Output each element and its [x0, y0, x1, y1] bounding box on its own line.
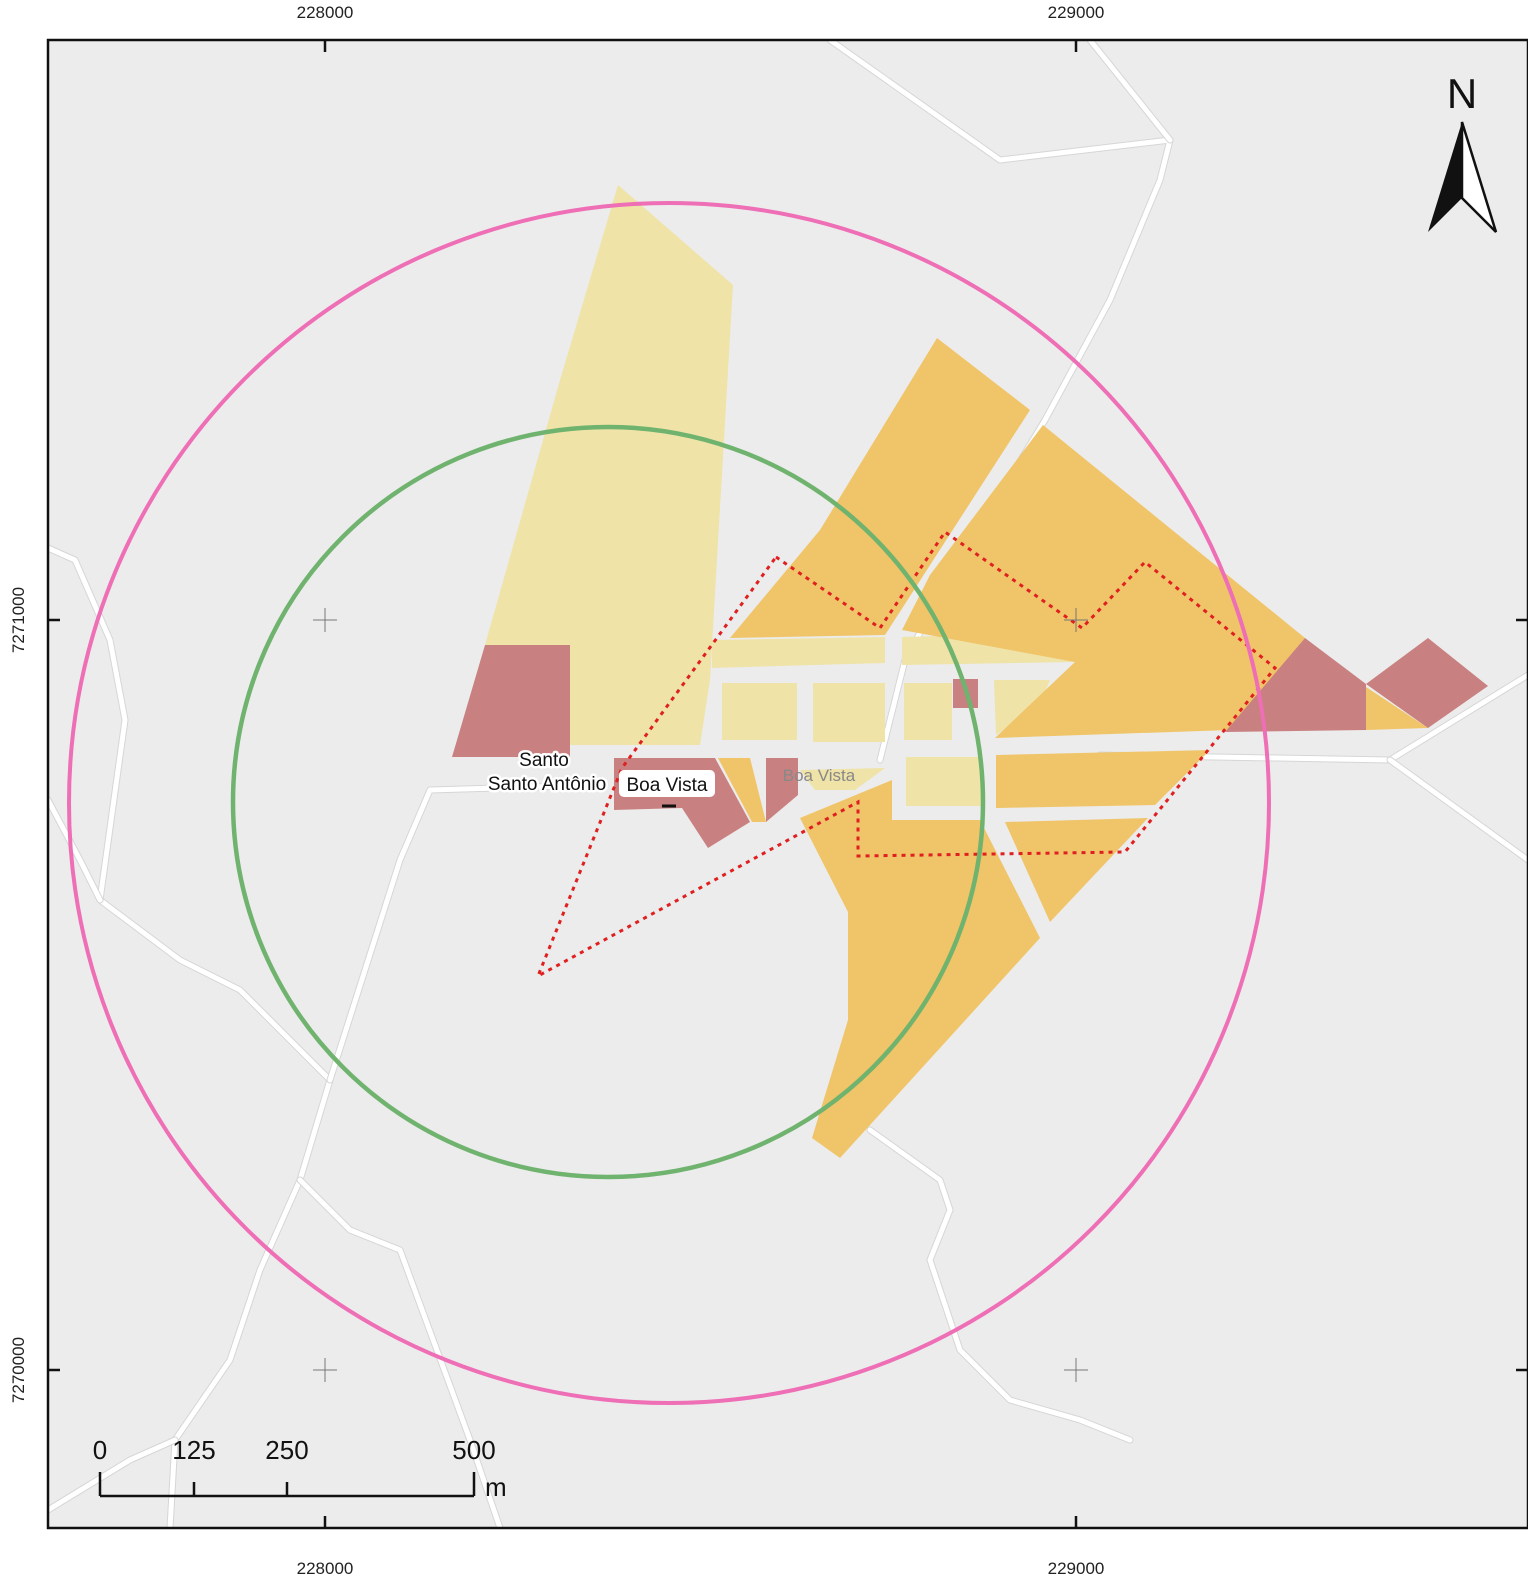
scale-label-250: 250: [265, 1435, 308, 1465]
outer-buffer-ring: [67, 201, 1271, 1405]
place-labels: Santo Santo Santo Antônio Santo Antônio …: [485, 748, 856, 798]
map-content: Santo Santo Santo Antônio Santo Antônio …: [48, 40, 1528, 1528]
label-boa-vista: Boa Vista: [627, 775, 708, 796]
road-network: [48, 40, 1528, 1528]
label-boa-vista-faint: Boa Vista: [783, 766, 856, 785]
scale-unit: m: [485, 1472, 507, 1502]
label-box-boa-vista: [619, 770, 715, 797]
dotted-boundary: [535, 529, 1278, 980]
north-arrow: N: [1428, 70, 1498, 233]
y-grid-label-7271000: 7271000: [9, 587, 28, 653]
scale-label-125: 125: [172, 1435, 215, 1465]
scale-bar-line: [98, 1472, 476, 1498]
scale-bar: 0 125 250 500 m: [93, 1435, 507, 1502]
north-label: N: [1447, 70, 1477, 117]
inner-buffer-ring: [230, 424, 986, 1180]
x-grid-label-bottom-229000: 229000: [1048, 1559, 1105, 1578]
x-grid-label-bottom-228000: 228000: [297, 1559, 354, 1578]
scale-label-500: 500: [452, 1435, 495, 1465]
zones-orange: [718, 338, 1428, 1158]
map-frame: [46, 38, 1528, 1530]
label-santo-antonio: Santo Antônio: [488, 774, 606, 795]
zones-light-yellow: [485, 185, 1085, 806]
svg-text:Santo Antônio: Santo Antônio: [488, 774, 606, 795]
x-grid-label-top-228000: 228000: [297, 3, 354, 22]
frame-ticks: [48, 40, 1528, 1528]
svg-text:Santo: Santo: [519, 750, 569, 771]
scale-label-0: 0: [93, 1435, 107, 1465]
y-grid-label-7270000: 7270000: [9, 1337, 28, 1403]
north-arrow-icon: [1428, 121, 1498, 233]
grid-crosses: [313, 608, 1088, 1382]
label-santo: Santo: [519, 750, 569, 771]
x-grid-label-top-229000: 229000: [1048, 3, 1105, 22]
